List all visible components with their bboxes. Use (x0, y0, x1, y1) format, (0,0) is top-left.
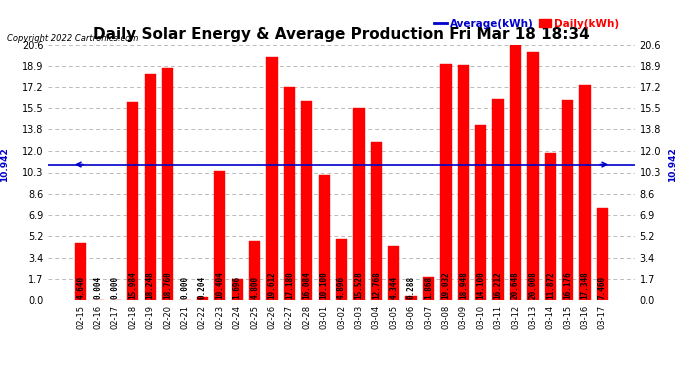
Text: 18.948: 18.948 (459, 271, 468, 298)
Text: 0.204: 0.204 (198, 275, 207, 298)
Text: 16.084: 16.084 (302, 271, 311, 298)
Bar (127, 102, 139, 300)
Bar (597, 208, 608, 300)
Text: 11.872: 11.872 (546, 271, 555, 298)
Text: 17.348: 17.348 (580, 271, 589, 298)
Bar (475, 126, 486, 300)
Text: 0.288: 0.288 (406, 275, 415, 298)
Bar (162, 68, 173, 300)
Text: 18.760: 18.760 (163, 271, 172, 298)
Text: 19.612: 19.612 (268, 271, 277, 298)
Bar (423, 277, 434, 300)
Text: 20.008: 20.008 (529, 271, 538, 298)
Text: 14.100: 14.100 (476, 271, 485, 298)
Bar (232, 279, 243, 300)
Bar (544, 153, 556, 300)
Bar (371, 142, 382, 300)
Text: 12.768: 12.768 (372, 271, 381, 298)
Text: 19.032: 19.032 (442, 271, 451, 298)
Text: 7.460: 7.460 (598, 275, 607, 298)
Bar (266, 57, 277, 300)
Text: 17.180: 17.180 (285, 271, 294, 298)
Bar (510, 44, 521, 300)
Text: 0.000: 0.000 (111, 275, 120, 298)
Text: 10.100: 10.100 (319, 271, 328, 298)
Text: 10.942: 10.942 (0, 147, 9, 182)
Text: 0.004: 0.004 (94, 275, 103, 298)
Bar (580, 85, 591, 300)
Bar (406, 296, 417, 300)
Bar (353, 108, 364, 300)
Text: 4.896: 4.896 (337, 275, 346, 298)
Bar (284, 87, 295, 300)
Text: 15.528: 15.528 (355, 271, 364, 298)
Text: 15.984: 15.984 (128, 271, 137, 298)
Text: 4.640: 4.640 (76, 275, 85, 298)
Bar (144, 74, 156, 300)
Text: 18.248: 18.248 (146, 271, 155, 298)
Legend: Average(kWh), Daily(kWh): Average(kWh), Daily(kWh) (430, 15, 624, 33)
Text: 0.000: 0.000 (181, 275, 190, 298)
Text: 16.176: 16.176 (563, 271, 572, 298)
Bar (75, 243, 86, 300)
Bar (249, 241, 260, 300)
Bar (319, 175, 330, 300)
Bar (214, 171, 226, 300)
Bar (440, 64, 451, 300)
Bar (197, 297, 208, 300)
Text: 1.696: 1.696 (233, 275, 241, 298)
Bar (388, 246, 400, 300)
Title: Daily Solar Energy & Average Production Fri Mar 18 18:34: Daily Solar Energy & Average Production … (93, 27, 590, 42)
Text: 10.404: 10.404 (215, 271, 224, 298)
Text: 4.800: 4.800 (250, 275, 259, 298)
Text: 16.212: 16.212 (493, 271, 502, 298)
Bar (562, 100, 573, 300)
Bar (301, 101, 313, 300)
Text: 10.942: 10.942 (669, 147, 678, 182)
Bar (527, 53, 539, 300)
Text: Copyright 2022 Cartronics.com: Copyright 2022 Cartronics.com (7, 34, 138, 43)
Text: 1.868: 1.868 (424, 275, 433, 298)
Bar (336, 239, 347, 300)
Bar (457, 66, 469, 300)
Text: 4.344: 4.344 (389, 275, 398, 298)
Text: 20.648: 20.648 (511, 271, 520, 298)
Bar (493, 99, 504, 300)
